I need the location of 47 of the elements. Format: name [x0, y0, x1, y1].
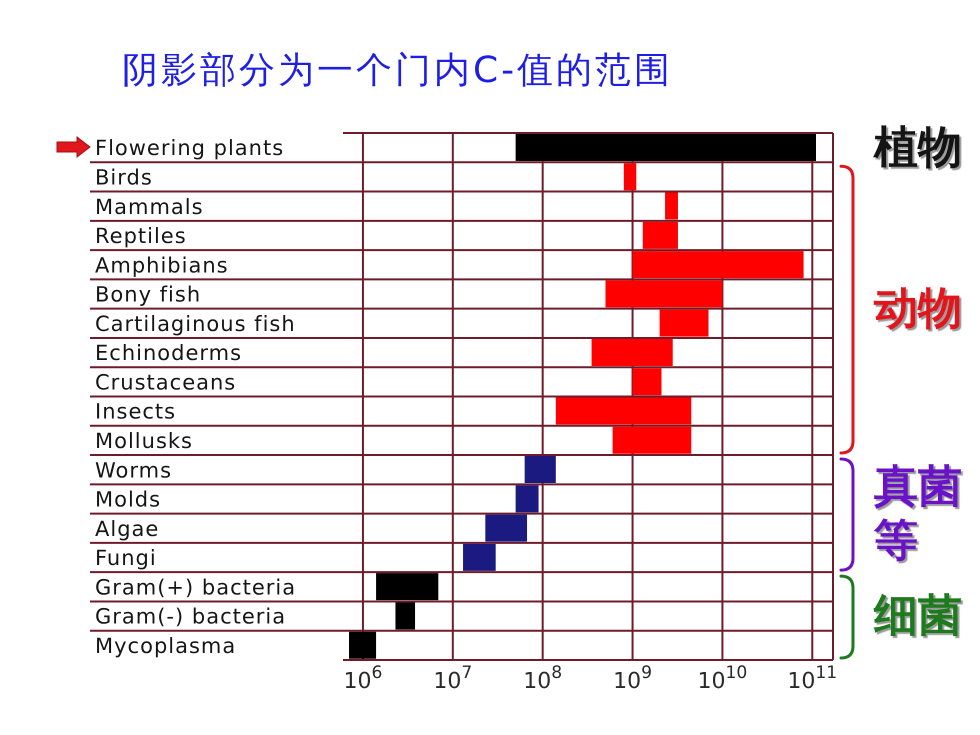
y-tick-label: Fungi	[95, 546, 157, 570]
bar	[665, 192, 678, 220]
bar	[485, 514, 528, 542]
y-tick-label: Bony fish	[95, 282, 202, 307]
y-tick-label: Molds	[95, 488, 162, 512]
y-tick-label: Gram(-) bacteria	[95, 604, 286, 629]
chart-title: 阴影部分为一个门内C-值的范围	[122, 49, 674, 93]
bar	[624, 163, 636, 190]
bar	[642, 222, 678, 249]
x-tick-label: 10$^{11}$	[787, 663, 838, 694]
bar	[592, 338, 673, 366]
bar	[632, 251, 804, 278]
text: 植物	[874, 120, 963, 175]
y-tick-label: Crustaceans	[95, 370, 236, 394]
bar	[349, 632, 376, 659]
x-tick-label: 10$^{7}$	[433, 663, 472, 694]
y-tick-label: Insects	[95, 400, 176, 424]
x-tick-label: 10$^{6}$	[343, 663, 382, 694]
bar	[605, 280, 722, 308]
y-tick-label: Worms	[95, 458, 172, 482]
bar	[516, 134, 816, 161]
y-tick-label: Birds	[95, 165, 153, 190]
y-tick-label: Echinoderms	[95, 341, 242, 366]
x-tick-label: 10$^{8}$	[523, 663, 562, 694]
y-tick-label: Cartilaginous fish	[95, 312, 296, 336]
bar	[395, 602, 416, 630]
y-tick-label: Mollusks	[95, 428, 193, 453]
bar	[463, 544, 496, 571]
y-tick-label: Amphibians	[95, 253, 229, 278]
text: 细菌	[874, 589, 963, 644]
y-tick-label: Mammals	[95, 194, 204, 219]
x-tick-label: 10$^{10}$	[697, 663, 748, 694]
y-tick-label: Reptiles	[95, 224, 187, 248]
bar	[612, 426, 692, 454]
x-tick-label: 10$^{9}$	[613, 663, 652, 694]
bar	[632, 368, 662, 396]
text: 动物	[874, 282, 963, 336]
bar	[660, 310, 708, 337]
bar	[556, 398, 692, 424]
y-tick-label: Mycoplasma	[95, 634, 236, 658]
y-tick-label: Flowering plants	[95, 136, 284, 160]
y-tick-label: Algae	[95, 516, 160, 541]
bar	[516, 485, 539, 512]
bar	[376, 573, 438, 600]
y-tick-label: Gram(+) bacteria	[95, 575, 296, 600]
text: 真菌等	[874, 460, 963, 568]
bar	[524, 456, 556, 484]
